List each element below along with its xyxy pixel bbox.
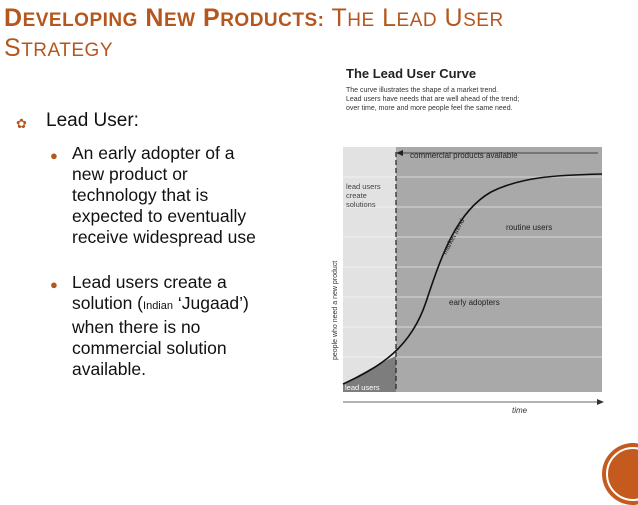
slide-title-line-2: STRATEGY (4, 34, 113, 63)
bullet-a-line: An early adopter of a (72, 143, 235, 163)
title-cap-s: S (4, 34, 22, 62)
lead-user-region (343, 147, 396, 392)
bullet-a-line: new product or (72, 164, 188, 184)
title-cap-n: N (145, 4, 164, 32)
title-cap-p: P (203, 4, 221, 32)
title-cap-t: T (331, 4, 348, 32)
bullet-dot-icon: ● (50, 277, 58, 292)
bullet-a-line: technology that is (72, 185, 209, 205)
bullet-b-line: available. (72, 359, 146, 379)
lead-users-create-label: create (346, 191, 367, 200)
y-axis-label: people who need a new product (332, 261, 339, 360)
bullet-b-line: Lead users create a (72, 272, 227, 292)
bullet-b-small-word: Indian (143, 300, 173, 312)
lead-users-create-label: lead users (346, 182, 381, 191)
bullet-a-line: receive widespread use (72, 227, 256, 247)
figure-title: The Lead User Curve (346, 66, 476, 81)
x-axis-arrowhead-icon (597, 399, 604, 405)
bullet-marker-icon: ✿ (16, 116, 27, 131)
bullet-b-text: solution ( (72, 293, 144, 313)
title-rest-products: RODUCTS: (220, 10, 325, 31)
bullet-b-line: solution (Indian ‘Jugaad’) (72, 293, 302, 317)
lead-users-create-label: solutions (346, 200, 376, 209)
market-trend-curve (342, 173, 603, 385)
lead-user-curve-figure: The Lead User Curve The curve illustrate… (332, 66, 604, 415)
title-cap-u: U (444, 4, 464, 32)
figure-caption-line: The curve illustrates the shape of a mar… (346, 87, 498, 94)
title-rest-strategy: TRATEGY (21, 40, 114, 61)
title-rest-lead: EAD (396, 10, 438, 31)
x-axis-label: time (512, 406, 528, 415)
commercial-arrowhead-icon (396, 150, 403, 156)
bullet-dot-icon: ● (50, 148, 58, 163)
figure-caption-line: Lead users have needs that are well ahea… (346, 96, 519, 103)
title-rest-user: SER (463, 10, 504, 31)
title-cap-d: D (4, 4, 23, 32)
lead-users-label: lead users (345, 383, 380, 392)
title-rest-developing: EVELOPING (22, 10, 138, 31)
commercial-region (396, 147, 602, 392)
bullet-lead-user-text: Lead User: (46, 110, 139, 131)
bullet-b-line: commercial solution (72, 338, 227, 358)
bullet-lead-user: ✿ Lead User: (16, 110, 316, 135)
bullet-jugaad: ● Lead users create a solution (Indian ‘… (50, 272, 316, 380)
bullet-definition: ● An early adopter of a new product or t… (50, 143, 316, 248)
bullet-b-line: when there is no (72, 317, 201, 337)
bullet-a-line: expected to eventually (72, 206, 247, 226)
commercial-products-label: commercial products available (410, 151, 518, 160)
routine-users-label: routine users (506, 223, 552, 232)
title-cap-l: L (382, 4, 397, 32)
title-rest-new: EW (163, 10, 196, 31)
figure-caption-line: over time, more and more people feel the… (346, 105, 513, 112)
early-adopters-label: early adopters (449, 298, 500, 307)
title-rest-the: HE (347, 10, 375, 31)
lead-users-shaded-area (343, 356, 396, 392)
bullet-b-text: ‘Jugaad’) (173, 293, 249, 313)
slide-title-line-1: DEVELOPING NEW PRODUCTS: THE LEAD USER (4, 4, 504, 33)
bullet-list: ✿ Lead User: ● An early adopter of a new… (16, 110, 316, 380)
